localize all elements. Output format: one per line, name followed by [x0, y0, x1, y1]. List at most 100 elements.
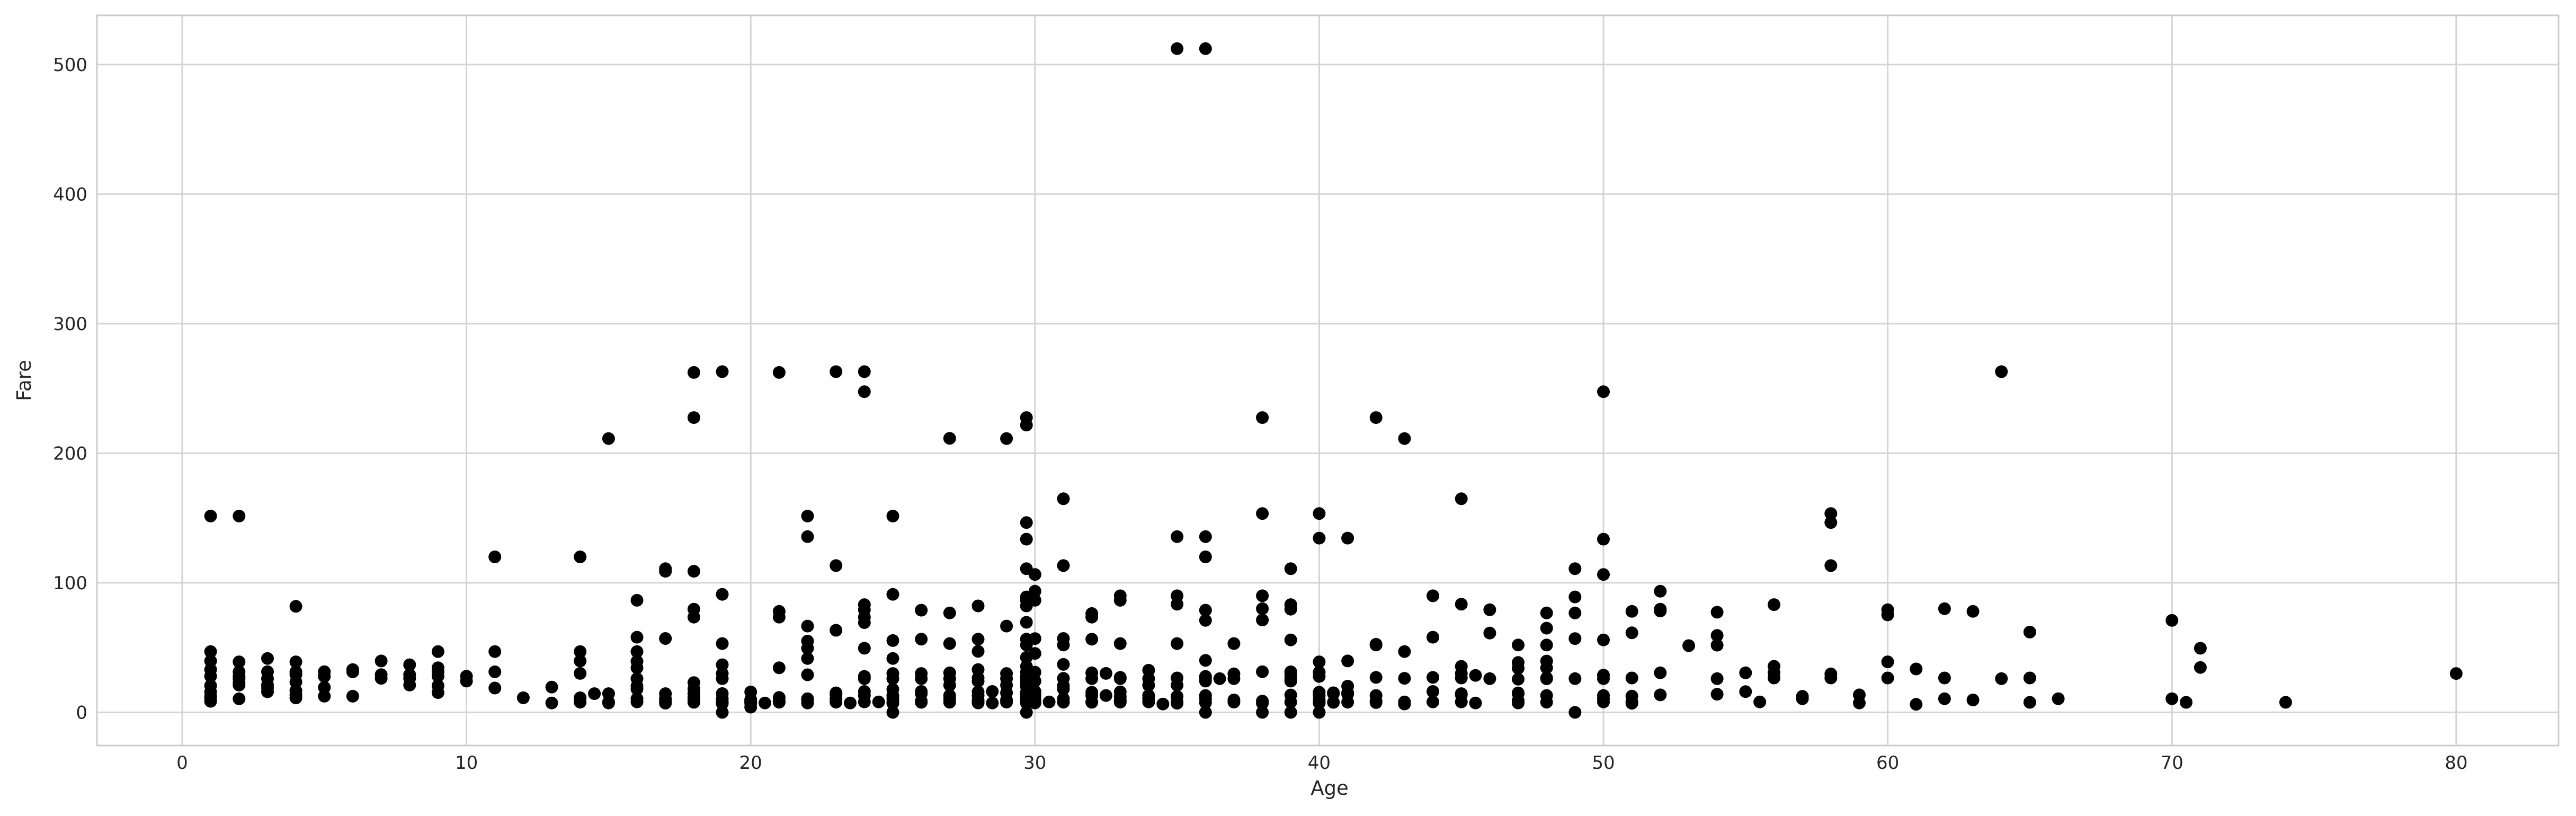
data-point [574, 551, 587, 563]
data-point [630, 682, 644, 696]
data-point [1824, 507, 1838, 520]
data-point [2449, 667, 2463, 680]
plot-frame [96, 14, 2560, 747]
data-point [630, 661, 644, 675]
data-point [2279, 696, 2292, 709]
data-point [2165, 614, 2179, 627]
data-point [1284, 675, 1297, 688]
data-point [1597, 533, 1610, 546]
data-point [801, 509, 814, 522]
data-point [1199, 551, 1212, 563]
data-point [1113, 672, 1127, 685]
data-point [1199, 706, 1212, 719]
data-point [1597, 672, 1610, 685]
data-point [886, 697, 899, 710]
data-point [1540, 622, 1553, 635]
data-point [759, 696, 771, 709]
data-point [1881, 608, 1894, 622]
data-point [1824, 516, 1838, 529]
data-point [1910, 662, 1923, 676]
data-point [233, 509, 246, 522]
data-point [1796, 692, 1809, 705]
y-axis-label: Fare [13, 360, 35, 401]
data-point [1427, 685, 1439, 698]
data-point [858, 365, 871, 378]
data-point [1256, 697, 1269, 710]
data-point [1398, 432, 1411, 445]
data-point [431, 645, 444, 658]
data-point [1113, 637, 1127, 650]
data-point [1369, 638, 1383, 652]
data-point [1341, 531, 1354, 545]
data-point [1512, 638, 1525, 652]
data-point [1398, 672, 1411, 685]
data-point [1710, 638, 1724, 652]
data-point [886, 509, 899, 522]
data-point [1057, 696, 1070, 709]
data-point [858, 616, 871, 629]
x-tick-label: 80 [2445, 752, 2467, 774]
data-point [1313, 696, 1326, 709]
data-point [2023, 671, 2036, 685]
data-point [943, 432, 956, 445]
data-point [574, 654, 587, 668]
x-tick-label: 60 [1876, 752, 1899, 774]
data-point [687, 696, 700, 709]
data-point [1597, 695, 1610, 708]
data-points [204, 42, 2463, 719]
data-point [630, 631, 644, 644]
data-point [1284, 706, 1297, 719]
data-point [1427, 671, 1439, 684]
data-point [1995, 672, 2008, 685]
data-point [2052, 692, 2065, 705]
data-point [1213, 672, 1226, 685]
data-point [1042, 695, 1056, 708]
data-point [289, 600, 302, 613]
data-point [1057, 682, 1070, 696]
data-point [1028, 647, 1041, 660]
data-point [971, 645, 985, 658]
data-point [1199, 696, 1212, 709]
data-point [872, 695, 885, 708]
data-point [1020, 419, 1033, 432]
y-tick-label: 0 [76, 702, 87, 723]
data-point [1512, 696, 1525, 709]
data-point [1910, 698, 1923, 711]
data-point [1327, 696, 1340, 709]
data-point [971, 633, 985, 646]
data-point [659, 697, 672, 709]
x-tick-label: 0 [176, 752, 188, 774]
data-point [1768, 671, 1780, 685]
data-point [1369, 696, 1383, 709]
data-point [1881, 655, 1894, 669]
data-point [1142, 695, 1155, 708]
data-point [915, 633, 928, 646]
data-point [858, 385, 871, 398]
data-point [1199, 675, 1212, 688]
data-point [1028, 696, 1041, 709]
data-point [830, 696, 843, 709]
data-point [772, 366, 786, 379]
data-point [1020, 706, 1033, 719]
data-point [943, 679, 956, 692]
data-point [1654, 584, 1667, 598]
data-point [886, 672, 899, 685]
data-point [943, 606, 956, 619]
data-point [1597, 633, 1610, 646]
data-point [915, 696, 928, 709]
data-point [830, 559, 843, 572]
data-point [1455, 671, 1468, 685]
data-point [716, 658, 729, 671]
data-point [1028, 675, 1041, 688]
data-point [2180, 696, 2192, 709]
data-point [545, 680, 558, 694]
data-point [1710, 606, 1724, 619]
data-point [1256, 602, 1269, 615]
x-tick-label: 70 [2161, 752, 2183, 774]
data-point [971, 675, 985, 688]
data-point [630, 593, 644, 607]
data-point [1227, 696, 1241, 708]
data-point [460, 675, 473, 688]
data-point [687, 411, 700, 424]
data-point [1369, 411, 1383, 424]
